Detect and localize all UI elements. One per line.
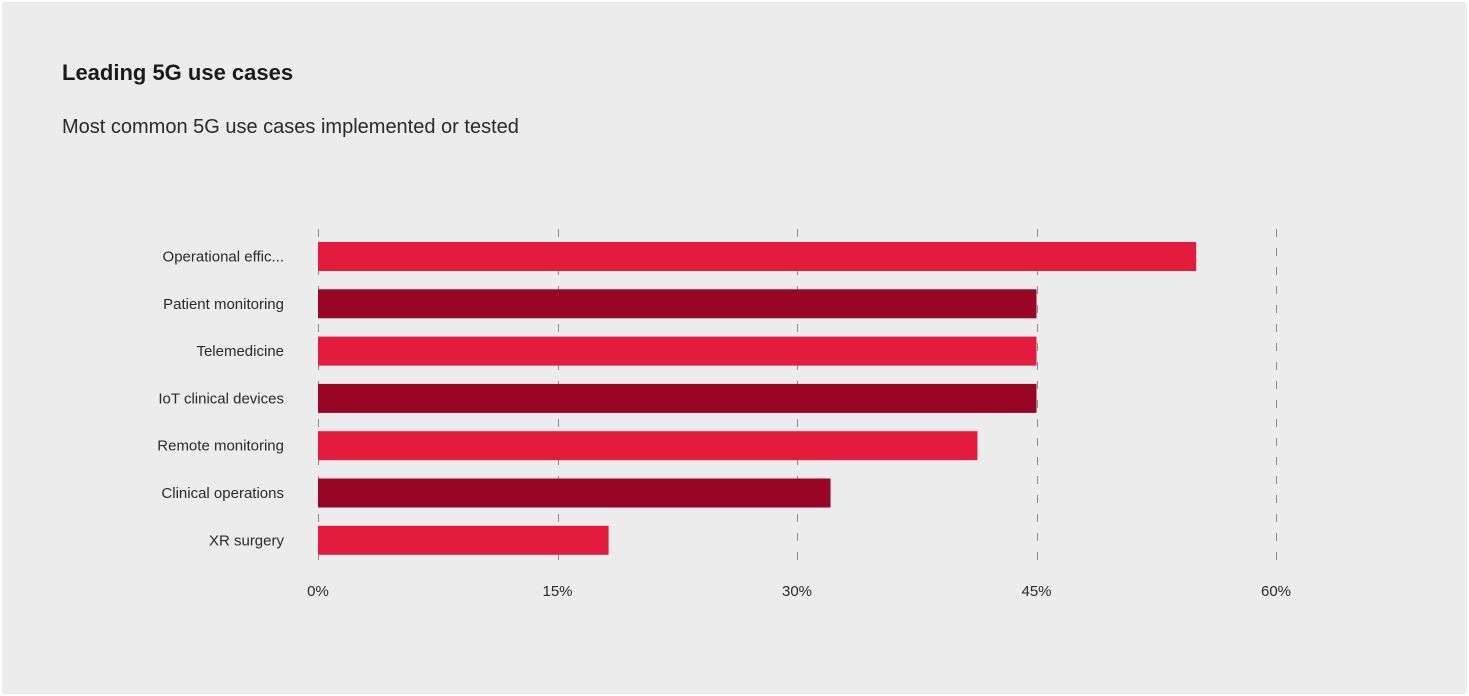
chart-subtitle: Most common 5G use cases implemented or … — [62, 116, 519, 138]
category-label: Telemedicine — [196, 343, 284, 360]
x-tick-label: 45% — [1021, 583, 1051, 600]
bar — [318, 525, 609, 555]
bar — [318, 431, 978, 461]
category-label: IoT clinical devices — [158, 390, 284, 407]
x-tick-label: 0% — [307, 583, 329, 600]
x-tick-label: 60% — [1261, 583, 1291, 600]
x-tick-label: 15% — [542, 583, 572, 600]
bar — [318, 383, 1037, 413]
bar — [318, 242, 1197, 271]
bar — [318, 478, 831, 508]
x-tick-label: 30% — [782, 583, 812, 600]
category-label: Clinical operations — [161, 485, 284, 502]
category-label: Patient monitoring — [163, 296, 284, 313]
category-label: Operational effic... — [163, 249, 284, 266]
category-label: XR surgery — [209, 532, 285, 549]
bar — [318, 336, 1037, 366]
chart-title: Leading 5G use cases — [62, 60, 294, 85]
bar — [318, 289, 1037, 319]
category-label: Remote monitoring — [157, 438, 284, 455]
